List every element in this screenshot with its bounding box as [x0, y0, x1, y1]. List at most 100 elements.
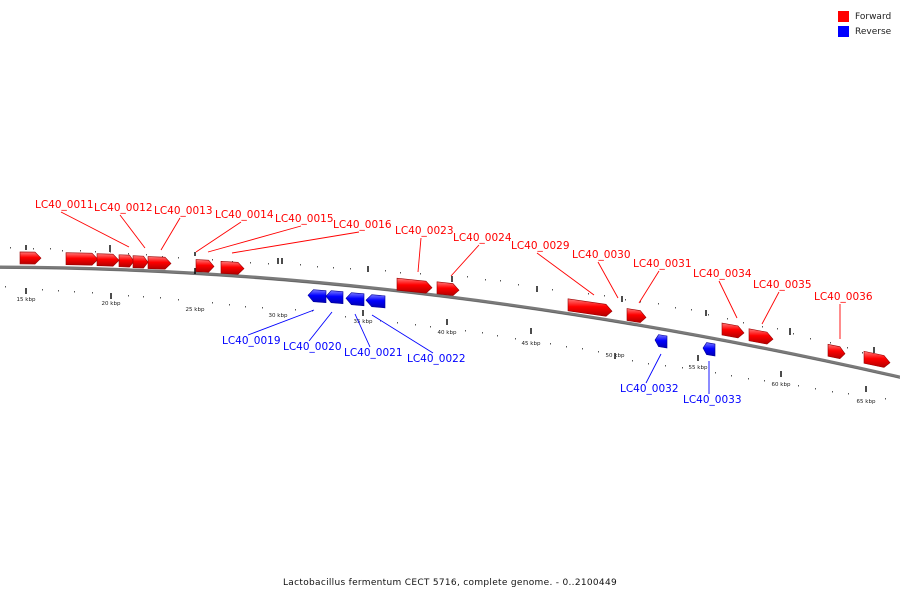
gene-arrow-lc40-0020[interactable]	[325, 290, 344, 305]
minor-tick-mark	[400, 272, 401, 274]
minor-tick-mark	[162, 256, 163, 258]
minor-tick-mark	[212, 259, 213, 261]
gene-label-lc40-0011[interactable]: LC40_0011	[35, 199, 94, 211]
minor-tick-mark	[10, 247, 11, 249]
minor-tick-mark	[50, 248, 51, 250]
gene-label-lc40-0031[interactable]: LC40_0031	[633, 258, 692, 270]
minor-tick-mark	[715, 372, 716, 374]
minor-tick-mark	[550, 343, 551, 345]
minor-tick-mark	[815, 388, 816, 390]
gene-arrow-lc40-0033[interactable]	[702, 342, 716, 357]
scale-tick-label: 55 kbp	[689, 365, 708, 371]
minor-tick-mark	[598, 351, 599, 353]
minor-tick-mark	[385, 270, 386, 272]
scale-tick-label: 60 kbp	[772, 382, 791, 388]
minor-tick-mark	[74, 291, 75, 293]
gene-label-lc40-0029[interactable]: LC40_0029	[511, 240, 570, 252]
gene-arrow-lc40-0036[interactable]	[827, 343, 846, 360]
scale-tick-label: 25 kbp	[186, 307, 205, 313]
gene-arrow-lc40-0013[interactable]	[147, 256, 172, 270]
gene-arrow-lc40-0015[interactable]	[220, 261, 245, 275]
minor-tick-mark	[847, 347, 848, 349]
gene-label-lc40-0021[interactable]: LC40_0021	[344, 347, 403, 359]
gene-label-lc40-0012[interactable]: LC40_0012	[94, 202, 153, 214]
leader-line	[718, 280, 738, 319]
genome-backbone	[0, 265, 900, 379]
gene-label-lc40-0036[interactable]: LC40_0036	[814, 291, 873, 303]
leader-line	[450, 244, 480, 277]
gene-arrow-lc40-0023[interactable]	[396, 277, 433, 294]
gene-arrow-lc40-0011[interactable]	[65, 252, 99, 266]
minor-tick-mark	[128, 295, 129, 297]
legend: Forward Reverse	[838, 9, 891, 39]
gene-arrow-lc40-0014[interactable]	[195, 259, 215, 273]
scale-tick-label: 15 kbp	[17, 297, 36, 303]
gene-arrow-lc40-0031[interactable]	[626, 308, 647, 323]
gene-label-lc40-0023[interactable]: LC40_0023	[395, 225, 454, 237]
legend-reverse: Reverse	[838, 24, 891, 39]
gene-arrow-g4[interactable]	[118, 254, 135, 268]
minor-tick-mark	[295, 309, 296, 311]
gene-arrow-lc40-0021[interactable]	[345, 292, 365, 307]
minor-tick-mark	[830, 342, 831, 344]
gene-arrow-lc40-0022[interactable]	[365, 294, 386, 309]
minor-tick-mark	[582, 348, 583, 350]
minor-tick-mark	[798, 385, 799, 387]
gene-arrow-lc40-0035[interactable]	[748, 328, 774, 345]
scale-tick-label: 20 kbp	[102, 301, 121, 307]
gene-label-lc40-0024[interactable]: LC40_0024	[453, 232, 512, 244]
minor-tick-mark	[518, 284, 519, 286]
minor-tick-mark	[415, 324, 416, 326]
minor-tick-mark	[160, 297, 161, 299]
gene-arrow-g24[interactable]	[863, 350, 891, 368]
minor-tick-mark	[515, 338, 516, 340]
minor-tick-mark	[497, 335, 498, 337]
gene-label-lc40-0035[interactable]: LC40_0035	[753, 279, 812, 291]
gene-label-lc40-0030[interactable]: LC40_0030	[572, 249, 631, 261]
minor-tick-mark	[178, 299, 179, 301]
gene-arrow-lc40-0029[interactable]	[567, 298, 613, 317]
gene-arrow-g5[interactable]	[132, 255, 149, 269]
gene-label-lc40-0014[interactable]: LC40_0014	[215, 209, 274, 221]
gene-label-lc40-0015[interactable]: LC40_0015	[275, 213, 334, 225]
gene-label-lc40-0034[interactable]: LC40_0034	[693, 268, 752, 280]
scale-tick-label: 45 kbp	[522, 341, 541, 347]
gene-arrow-g1[interactable]	[19, 251, 42, 265]
minor-tick-mark	[128, 253, 129, 255]
genome-backbone-shadow	[0, 268, 900, 379]
gene-label-lc40-0020[interactable]: LC40_0020	[283, 341, 342, 353]
minor-tick-mark	[682, 367, 683, 369]
minor-tick-mark	[178, 257, 179, 259]
gene-arrow-lc40-0024[interactable]	[436, 281, 460, 296]
minor-tick-mark	[482, 332, 483, 334]
leader-line	[160, 217, 181, 251]
minor-tick-mark	[625, 299, 626, 301]
gene-arrow-lc40-0019[interactable]	[307, 289, 327, 304]
minor-tick-mark	[731, 375, 732, 377]
gene-label-lc40-0032[interactable]: LC40_0032	[620, 383, 679, 395]
leader-line	[597, 261, 619, 299]
reverse-swatch	[838, 26, 849, 37]
minor-tick-mark	[708, 314, 709, 316]
leader-line	[761, 291, 780, 325]
gene-label-lc40-0016[interactable]: LC40_0016	[333, 219, 392, 231]
minor-tick-mark	[268, 263, 269, 265]
minor-tick-mark	[317, 266, 318, 268]
minor-tick-mark	[727, 318, 728, 320]
gene-label-lc40-0022[interactable]: LC40_0022	[407, 353, 466, 365]
minor-tick-mark	[665, 365, 666, 367]
gene-arrow-lc40-0012[interactable]	[96, 253, 120, 267]
gene-label-lc40-0019[interactable]: LC40_0019	[222, 335, 281, 347]
minor-tick-mark	[420, 273, 421, 275]
gene-arrow-lc40-0034[interactable]	[721, 322, 745, 339]
minor-tick-mark	[848, 393, 849, 395]
leader-line	[247, 309, 315, 336]
minor-tick-mark	[33, 248, 34, 250]
minor-tick-mark	[810, 338, 811, 340]
scale-tick-label: 30 kbp	[269, 313, 288, 319]
minor-tick-mark	[793, 333, 794, 335]
gene-label-lc40-0013[interactable]: LC40_0013	[154, 205, 213, 217]
gene-arrow-lc40-0032[interactable]	[654, 334, 668, 349]
gene-label-lc40-0033[interactable]: LC40_0033	[683, 394, 742, 406]
